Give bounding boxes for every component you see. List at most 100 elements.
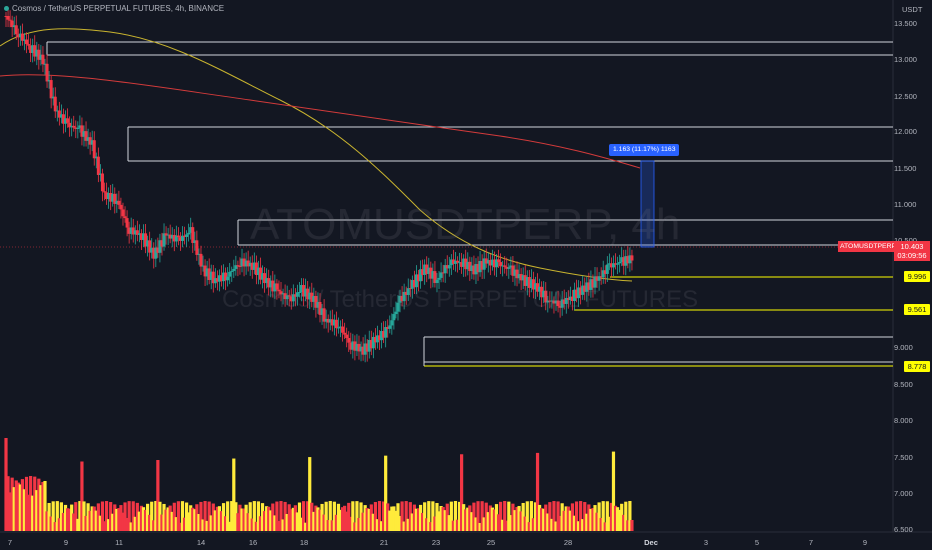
volume-bar: [141, 507, 146, 531]
candle-body: [289, 296, 293, 302]
volume-bar: [242, 508, 246, 531]
candle-body: [410, 280, 414, 289]
candle-body: [347, 338, 351, 343]
candle-body: [59, 114, 63, 118]
volume-bar: [150, 501, 154, 531]
interval[interactable]: 4h: [175, 4, 185, 13]
price-tick: 13.500: [894, 19, 917, 28]
candle-body: [316, 301, 320, 308]
volume-bar: [338, 509, 343, 531]
volume-bar: [326, 520, 330, 531]
candle-body: [98, 173, 102, 175]
volume-bar: [262, 511, 267, 531]
volume-bar: [351, 501, 355, 531]
volume-bar: [521, 502, 525, 531]
volume-bar: [158, 501, 162, 531]
volume-bar: [359, 502, 363, 531]
candle-body: [484, 258, 488, 264]
measure-label[interactable]: 1.163 (11.17%) 1163: [609, 144, 680, 156]
volume-bar: [12, 487, 16, 531]
candle-body: [550, 300, 554, 302]
candle-body: [466, 261, 470, 270]
candle-body: [47, 80, 51, 82]
volume-bar: [468, 505, 472, 531]
volume-bar: [90, 506, 94, 531]
candle-body: [630, 255, 634, 261]
volume-bar: [135, 502, 139, 531]
candle-body: [431, 271, 435, 279]
volume-bar: [435, 502, 439, 531]
volume-bar: [33, 476, 37, 531]
volume-bar: [507, 501, 511, 531]
volume-bar: [529, 501, 533, 531]
volume-bar: [168, 505, 172, 531]
candle-body: [205, 268, 209, 277]
volume-bar: [398, 515, 402, 531]
volume-bar: [295, 512, 300, 531]
volume-bar: [343, 505, 347, 531]
candle-body: [470, 265, 474, 271]
volume-bar: [63, 504, 68, 531]
volume-bar: [494, 504, 499, 531]
candle-body: [306, 288, 310, 300]
volume-bar: [353, 522, 357, 531]
volume-bar: [400, 501, 404, 531]
candle-body: [68, 122, 72, 128]
volume-bar: [431, 501, 435, 531]
candle-body: [404, 291, 408, 295]
candle-body: [217, 275, 221, 282]
volume-bar: [47, 502, 51, 531]
exchange: BINANCE: [188, 4, 225, 13]
volume-bar: [201, 519, 205, 531]
candle-body: [439, 272, 443, 278]
volume-bar: [82, 501, 86, 531]
volume-bar: [22, 489, 27, 531]
candle-body: [308, 292, 312, 300]
candle-body: [408, 288, 412, 290]
candle-body: [334, 319, 338, 329]
candle-body: [201, 265, 205, 267]
volume-bar: [78, 501, 82, 531]
time-tick: 23: [431, 538, 441, 547]
level-label-1: 9.996: [904, 271, 930, 282]
volume-bar: [10, 477, 14, 531]
candle-body: [244, 260, 248, 267]
volume-bar: [566, 506, 570, 531]
time-tick: 21: [379, 538, 389, 547]
volume-bar: [304, 522, 308, 531]
candle-body: [359, 346, 363, 352]
volume-bar: [172, 502, 176, 531]
volume-bar: [379, 521, 384, 531]
candle-body: [566, 297, 570, 301]
candle-body: [242, 258, 246, 267]
candle-body: [109, 192, 113, 202]
candle-body: [396, 302, 400, 312]
volume-bar: [211, 503, 215, 531]
candle-body: [611, 263, 615, 268]
volume-bar: [219, 511, 224, 531]
candle-body: [445, 265, 449, 269]
candle-body: [172, 234, 176, 242]
candle-body: [20, 33, 24, 41]
volume-bar: [39, 485, 43, 531]
volume-bar: [382, 501, 386, 531]
candle-body: [269, 280, 273, 288]
candle-body: [29, 45, 33, 53]
candle-body: [304, 288, 308, 297]
volume-bar: [622, 514, 626, 531]
volume-bar: [180, 501, 185, 531]
time-tick: 3: [703, 538, 709, 547]
volume-bar: [24, 476, 29, 531]
candle-body: [45, 63, 49, 82]
volume-bar: [232, 458, 236, 531]
price-tick: 8.500: [894, 380, 913, 389]
candle-body: [597, 276, 601, 281]
price-tick: 12.500: [894, 92, 917, 101]
volume-bar: [585, 513, 589, 531]
price-tick: 13.000: [894, 55, 917, 64]
volume-bar: [423, 502, 427, 531]
candle-body: [523, 275, 527, 286]
volume-bar: [560, 503, 564, 531]
volume-bar: [416, 508, 421, 531]
